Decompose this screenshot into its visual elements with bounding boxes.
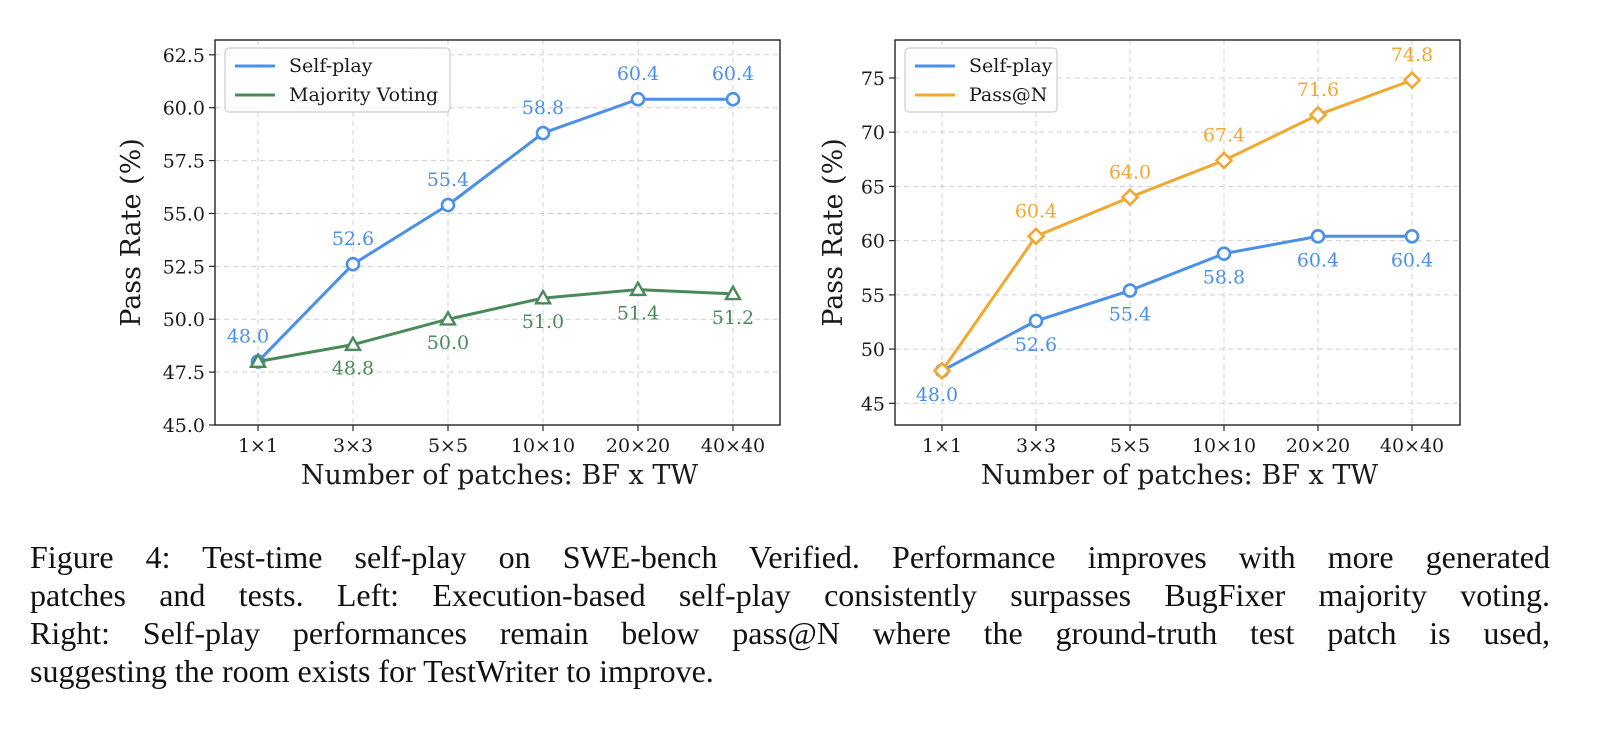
data-label-pass-n: 71.6 xyxy=(1297,79,1339,101)
data-point-majority-voting xyxy=(343,335,363,352)
data-label-self-play: 58.8 xyxy=(522,97,564,119)
y-axis-label: Pass Rate (%) xyxy=(116,138,147,327)
data-point-self-play xyxy=(1310,228,1326,244)
x-tick-label: 10×10 xyxy=(511,435,575,457)
chart-left: 45.0 47.5 50.0 52.5 55.0 57.5 60.0 62.5 1×1 3×3 5×… xyxy=(116,39,781,491)
data-label-self-play: 52.6 xyxy=(1015,334,1057,356)
data-point-self-play xyxy=(345,256,361,272)
data-point-pass-n xyxy=(1026,226,1046,246)
x-tick-label: 10×10 xyxy=(1192,435,1256,457)
data-label-majority-voting: 51.0 xyxy=(522,311,564,333)
data-label-majority-voting: 50.0 xyxy=(427,332,469,354)
data-label-pass-n: 67.4 xyxy=(1203,124,1245,146)
data-point-pass-n xyxy=(1214,151,1234,170)
data-label-self-play: 60.4 xyxy=(1391,249,1433,271)
chart-right: 45 50 55 60 65 70 75 1×1 3×3 5×5 10×10 20×20 40×40Nu… xyxy=(818,39,1461,491)
plot-frame xyxy=(894,39,1461,426)
data-label-self-play: 60.4 xyxy=(712,63,754,85)
y-tick-label: 75 xyxy=(861,68,885,90)
y-tick-label: 50 xyxy=(861,339,885,361)
y-axis-label: Pass Rate (%) xyxy=(818,138,849,327)
x-tick-label: 3×3 xyxy=(333,435,373,457)
y-tick-label: 60 xyxy=(861,231,885,253)
data-point-majority-voting xyxy=(438,309,458,326)
plot-frame xyxy=(214,39,781,426)
data-point-majority-voting xyxy=(248,352,268,368)
data-label-majority-voting: 51.4 xyxy=(617,303,659,325)
x-tick-label: 20×20 xyxy=(606,435,670,457)
y-tick-label: 50.0 xyxy=(163,309,205,331)
y-tick-label: 55.0 xyxy=(163,203,205,225)
series-line-self-play xyxy=(256,97,733,363)
x-tick-label: 40×40 xyxy=(1380,435,1444,457)
caption-line: suggesting the room exists for TestWrite… xyxy=(30,653,714,689)
x-tick-label: 3×3 xyxy=(1016,435,1056,457)
data-point-self-play xyxy=(440,197,456,213)
data-point-pass-n xyxy=(1402,70,1422,90)
data-point-pass-n xyxy=(1120,187,1140,207)
y-tick-label: 57.5 xyxy=(163,151,205,173)
x-axis-label: Number of patches: BF x TW xyxy=(981,460,1378,491)
data-point-majority-voting xyxy=(628,280,648,297)
data-label-self-play: 48.0 xyxy=(916,384,958,406)
x-tick-label: 40×40 xyxy=(701,435,765,457)
x-tick-label: 5×5 xyxy=(1110,435,1150,457)
data-label-pass-n: 64.0 xyxy=(1109,161,1151,183)
data-point-majority-voting xyxy=(723,284,743,301)
data-point-pass-n xyxy=(1308,105,1328,125)
data-label-pass-n: 74.8 xyxy=(1391,44,1433,66)
figure-caption: Figure 4: Test-time self-play on SWE-ben… xyxy=(30,538,1550,690)
caption-line: patches and tests. Left: Execution-based… xyxy=(30,577,1550,613)
series-line-pass-n xyxy=(940,78,1413,372)
x-tick-label: 20×20 xyxy=(1286,435,1350,457)
data-point-self-play xyxy=(630,91,646,107)
y-tick-label: 45 xyxy=(861,393,885,415)
data-point-self-play xyxy=(535,125,551,141)
series-line-majority-voting xyxy=(257,288,734,364)
data-point-majority-voting xyxy=(533,288,553,305)
y-tick-label: 52.5 xyxy=(163,256,205,278)
x-tick-label: 5×5 xyxy=(428,435,468,457)
legend-label-pass-n: Pass@N xyxy=(969,84,1047,106)
legend-label-self-play: Self-play xyxy=(289,55,373,77)
y-tick-label: 47.5 xyxy=(163,362,205,384)
data-label-self-play: 58.8 xyxy=(1203,267,1245,289)
series-line-self-play xyxy=(941,234,1412,373)
x-tick-label: 1×1 xyxy=(238,435,278,457)
data-point-self-play xyxy=(1216,246,1232,261)
data-label-self-play: 48.0 xyxy=(227,326,269,348)
data-label-self-play: 52.6 xyxy=(332,228,374,250)
y-tick-label: 55 xyxy=(861,285,885,307)
data-point-self-play xyxy=(1404,228,1420,244)
data-point-self-play xyxy=(1122,283,1138,298)
data-label-self-play: 60.4 xyxy=(1297,249,1339,271)
data-label-self-play: 55.4 xyxy=(1109,304,1151,326)
data-point-self-play xyxy=(725,91,741,107)
figure-canvas: 45.0 47.5 50.0 52.5 55.0 57.5 60.0 62.5 1×1 3×3 5×… xyxy=(116,39,1461,491)
legend-box xyxy=(224,47,451,113)
caption-line: Right: Self-play performances remain bel… xyxy=(30,615,1550,651)
data-label-pass-n: 60.4 xyxy=(1015,200,1057,222)
data-point-pass-n xyxy=(932,361,952,381)
y-tick-label: 70 xyxy=(861,122,885,144)
legend-label-self-play: Self-play xyxy=(969,55,1053,77)
x-axis-label: Number of patches: BF x TW xyxy=(301,460,698,491)
data-label-self-play: 60.4 xyxy=(617,63,659,85)
data-label-majority-voting: 48.8 xyxy=(332,358,374,380)
y-tick-label: 60.0 xyxy=(163,98,205,120)
legend-label-majority-voting: Majority Voting xyxy=(289,84,438,106)
caption-line: Figure 4: Test-time self-play on SWE-ben… xyxy=(30,539,1550,575)
y-tick-label: 62.5 xyxy=(163,45,205,67)
data-label-majority-voting: 51.2 xyxy=(712,307,754,329)
data-label-self-play: 55.4 xyxy=(427,169,469,191)
y-tick-label: 65 xyxy=(861,176,885,198)
x-tick-label: 1×1 xyxy=(922,435,962,457)
data-point-self-play xyxy=(1028,313,1044,329)
y-tick-label: 45.0 xyxy=(163,415,205,437)
